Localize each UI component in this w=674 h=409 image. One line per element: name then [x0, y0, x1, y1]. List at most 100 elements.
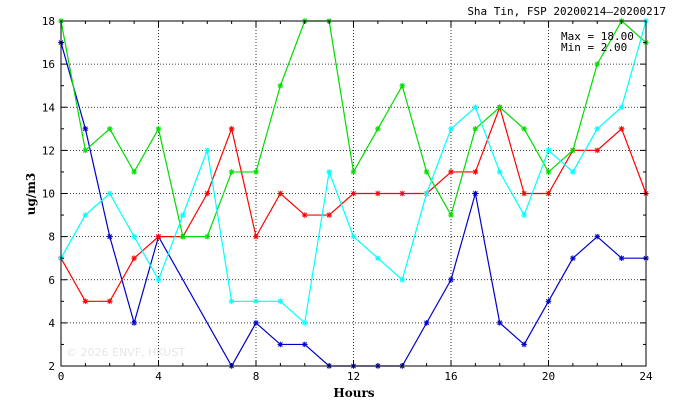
- y-tick-label: 6: [48, 274, 55, 287]
- y-tick-label: 8: [48, 231, 55, 244]
- x-tick-label: 16: [444, 370, 457, 383]
- data-point: [155, 276, 162, 283]
- data-point: [545, 147, 552, 154]
- data-point: [399, 82, 406, 89]
- data-point: [423, 169, 430, 175]
- data-point: [277, 190, 284, 197]
- grid-lines: [61, 21, 646, 366]
- data-point: [277, 82, 284, 89]
- data-point: [375, 126, 381, 132]
- data-point: [521, 190, 527, 197]
- data-point: [131, 255, 137, 261]
- data-point: [472, 190, 479, 197]
- data-point: [350, 169, 357, 175]
- y-tick-label: 10: [42, 188, 55, 201]
- y-tick-label: 16: [42, 58, 55, 71]
- y-tick-label: 14: [42, 101, 56, 114]
- data-point: [594, 61, 601, 67]
- data-point: [106, 233, 113, 240]
- data-point: [228, 126, 235, 132]
- series-4: [58, 18, 649, 326]
- data-point: [204, 233, 211, 240]
- data-point: [375, 255, 381, 261]
- data-point: [618, 255, 625, 261]
- data-point: [472, 169, 479, 175]
- data-point: [180, 233, 186, 240]
- data-point: [204, 147, 211, 154]
- data-point: [545, 169, 552, 175]
- data-point: [570, 147, 576, 154]
- x-tick-label: 8: [253, 370, 260, 383]
- data-point: [131, 233, 137, 240]
- y-axis-title: ug/m3: [24, 173, 38, 216]
- data-point: [131, 169, 137, 175]
- x-axis-title: Hours: [333, 386, 374, 400]
- data-point: [204, 190, 211, 197]
- data-point: [350, 190, 357, 197]
- data-point: [253, 233, 259, 240]
- data-point: [253, 298, 259, 305]
- data-point: [521, 212, 527, 218]
- data-point: [594, 126, 601, 132]
- data-point: [618, 104, 625, 111]
- data-point: [521, 126, 527, 132]
- data-point: [448, 276, 454, 283]
- data-point: [521, 341, 527, 348]
- data-point: [423, 320, 430, 326]
- y-tick-label: 2: [48, 360, 55, 373]
- data-point: [82, 126, 89, 132]
- data-point: [277, 298, 284, 305]
- data-point: [253, 169, 259, 175]
- data-point: [545, 190, 552, 197]
- data-point: [618, 126, 625, 132]
- series-3: [58, 18, 649, 240]
- data-point: [448, 169, 454, 175]
- data-point: [594, 233, 601, 240]
- watermark: © 2026 ENVF, HKUST: [66, 346, 185, 359]
- data-point: [326, 212, 332, 218]
- data-point: [82, 212, 89, 218]
- data-point: [106, 298, 113, 305]
- data-point: [277, 341, 284, 348]
- data-point: [82, 298, 89, 305]
- data-point: [399, 190, 406, 197]
- x-tick-label: 0: [58, 370, 65, 383]
- x-tick-label: 20: [542, 370, 555, 383]
- y-tick-label: 4: [48, 317, 55, 330]
- data-point: [496, 169, 503, 175]
- data-point: [423, 190, 430, 197]
- data-point: [496, 104, 503, 111]
- data-point: [180, 212, 186, 218]
- data-point: [301, 212, 308, 218]
- data-point: [106, 190, 113, 197]
- data-point: [301, 341, 308, 348]
- data-point: [253, 320, 259, 326]
- data-point: [448, 212, 454, 218]
- data-point: [155, 126, 162, 132]
- y-tick-label: 12: [42, 144, 55, 157]
- data-point: [301, 320, 308, 326]
- data-point: [375, 190, 381, 197]
- data-point: [228, 169, 235, 175]
- data-point: [472, 104, 479, 111]
- data-point: [131, 320, 137, 326]
- max-stat: Max = 18.00: [561, 30, 634, 43]
- min-stat: Min = 2.00: [561, 41, 627, 54]
- data-point: [82, 147, 89, 154]
- data-point: [326, 169, 332, 175]
- x-tick-label: 24: [639, 370, 653, 383]
- data-point: [594, 147, 601, 154]
- data-point: [399, 276, 406, 283]
- data-point: [350, 233, 357, 240]
- data-point: [570, 169, 576, 175]
- data-point: [570, 255, 576, 261]
- data-point: [472, 126, 479, 132]
- data-point: [545, 298, 552, 305]
- data-point: [106, 126, 113, 132]
- x-tick-label: 4: [155, 370, 162, 383]
- data-point: [496, 320, 503, 326]
- chart-title: Sha Tin, FSP 20200214–20200217: [467, 5, 666, 18]
- y-tick-label: 18: [42, 15, 55, 28]
